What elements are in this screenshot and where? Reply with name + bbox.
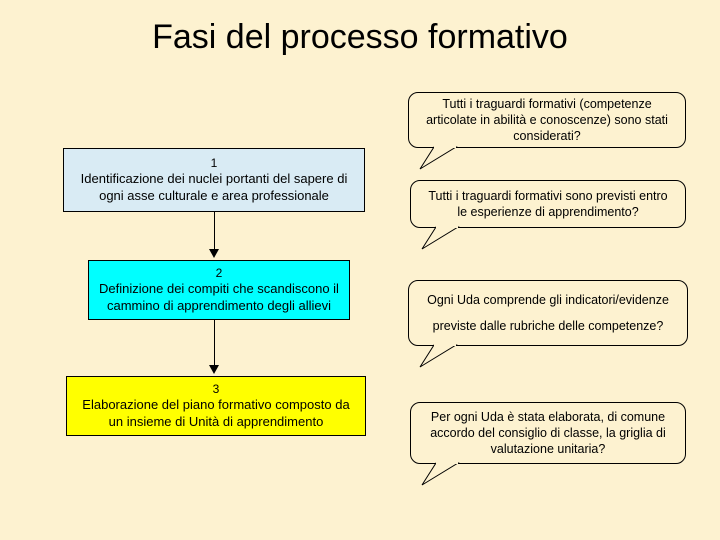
callout-text: Tutti i traguardi formativi (competenze … [421, 96, 673, 145]
arrow-line [214, 212, 215, 250]
callout-text: Ogni Uda comprende gli indicatori/eviden… [427, 292, 669, 308]
process-step-2: 2 Definizione dei compiti che scandiscon… [88, 260, 350, 320]
callout-4: Per ogni Uda è stata elaborata, di comun… [410, 402, 686, 464]
step-text: Definizione dei compiti che scandiscono … [99, 281, 339, 314]
arrow-line [214, 320, 215, 366]
callout-text: Per ogni Uda è stata elaborata, di comun… [423, 409, 673, 458]
step-number: 1 [211, 156, 218, 171]
process-step-3: 3 Elaborazione del piano formativo compo… [66, 376, 366, 436]
step-text: Identificazione dei nuclei portanti del … [74, 171, 354, 204]
step-number: 3 [213, 382, 220, 397]
process-step-1: 1 Identificazione dei nuclei portanti de… [63, 148, 365, 212]
step-text: Elaborazione del piano formativo compost… [77, 397, 355, 430]
callout-text-line2: previste dalle rubriche delle competenze… [433, 318, 664, 334]
step-number: 2 [216, 266, 223, 281]
callout-1: Tutti i traguardi formativi (competenze … [408, 92, 686, 148]
arrow-head-icon [209, 365, 219, 374]
callout-3: Ogni Uda comprende gli indicatori/eviden… [408, 280, 688, 346]
callout-text: Tutti i traguardi formativi sono previst… [423, 188, 673, 221]
arrow-head-icon [209, 249, 219, 258]
page-title: Fasi del processo formativo [0, 18, 720, 57]
callout-tail-icon [0, 0, 1, 1]
callout-2: Tutti i traguardi formativi sono previst… [410, 180, 686, 228]
